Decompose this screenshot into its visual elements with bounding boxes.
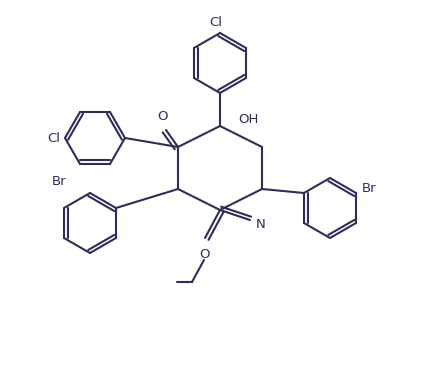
Text: Br: Br (362, 181, 377, 195)
Text: N: N (256, 217, 266, 230)
Text: O: O (199, 248, 209, 261)
Text: OH: OH (238, 113, 259, 125)
Text: Cl: Cl (47, 131, 60, 145)
Text: Br: Br (52, 175, 66, 188)
Text: Cl: Cl (210, 16, 222, 29)
Text: O: O (157, 110, 167, 123)
